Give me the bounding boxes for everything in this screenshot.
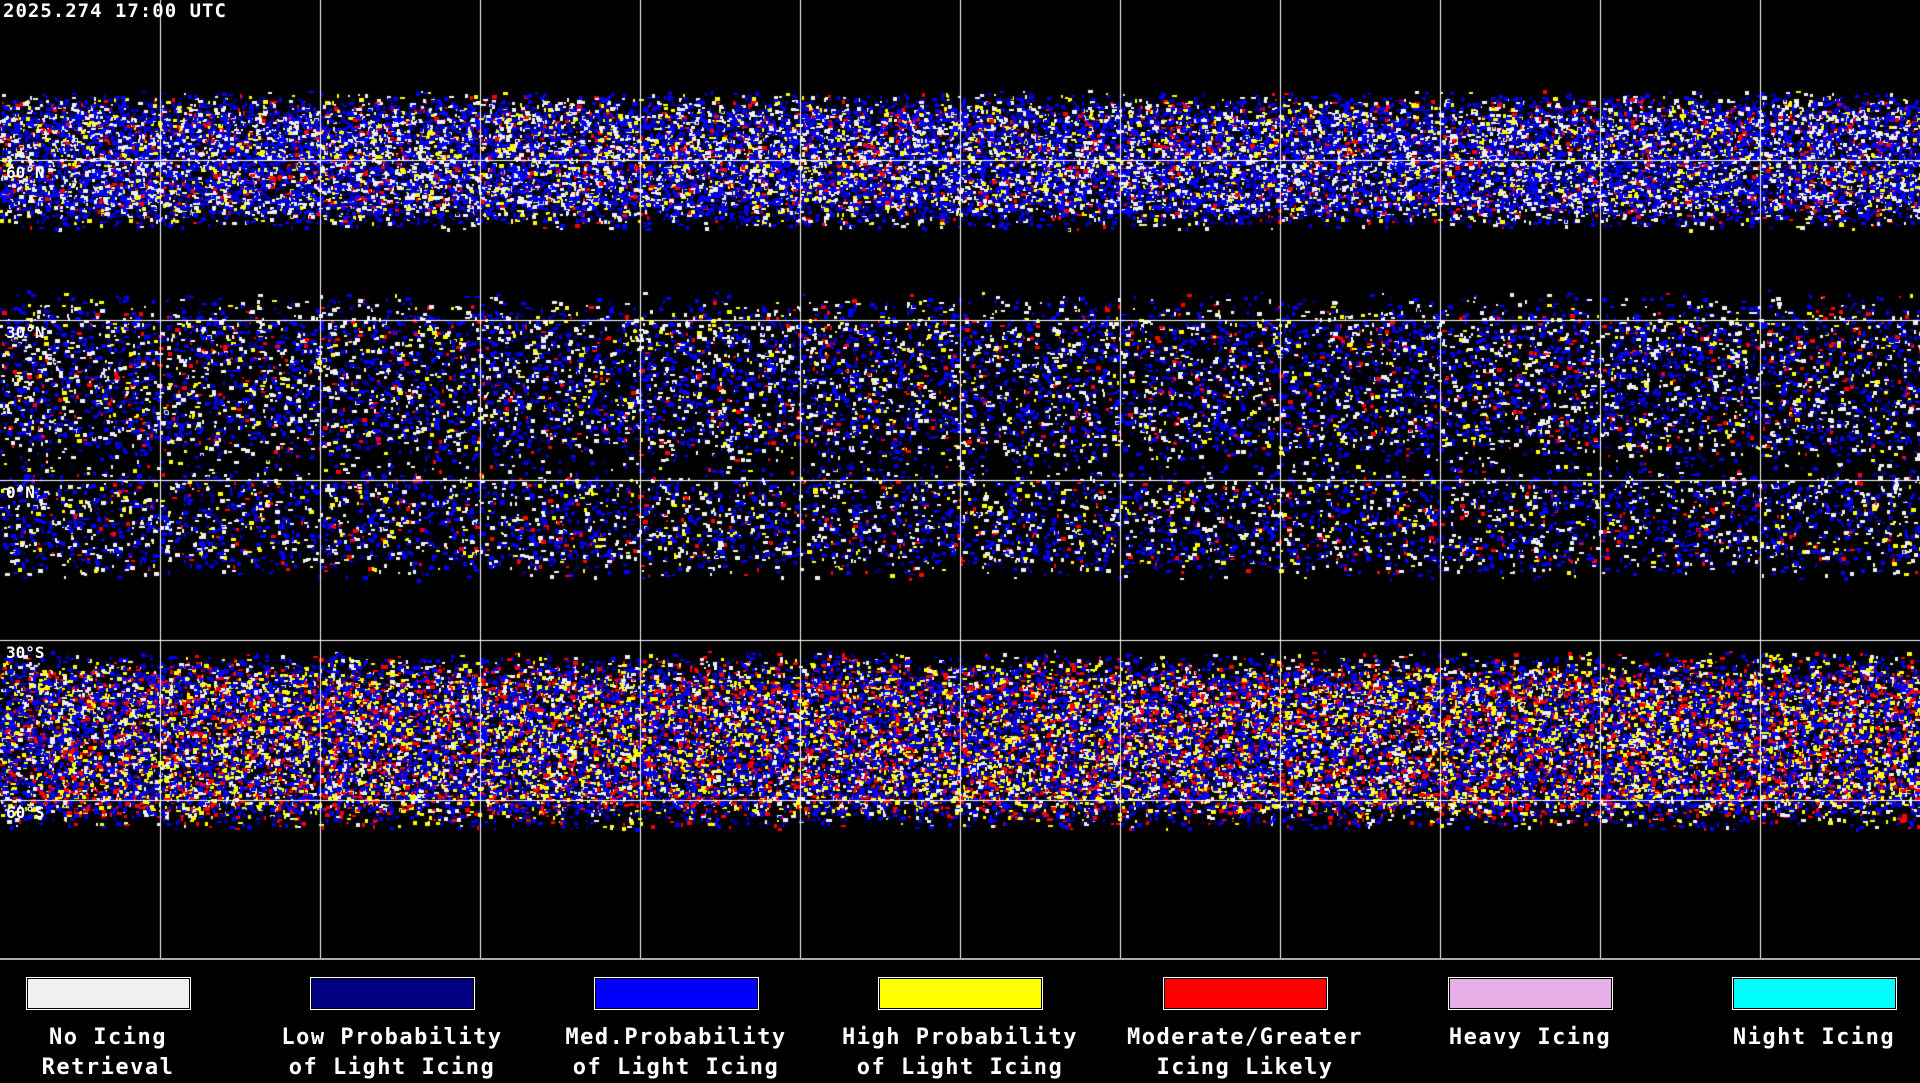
legend-label: Low Probability of Light Icing [281,1025,503,1080]
icing-map: 2025.274 17:00 UTC 60°N 30°N 0°N 30°S 60… [0,0,1920,960]
legend-item-night-icing: Night Icing [1672,977,1920,1053]
legend-label: Med.Probability of Light Icing [565,1025,787,1080]
legend-swatch [309,977,475,1010]
timestamp: 2025.274 17:00 UTC [3,0,227,22]
legend-item-no-icing: No Icing Retrieval [0,977,250,1083]
legend: No Icing Retrieval Low Probability of Li… [0,960,1920,1080]
icing-map-canvas [0,0,1920,958]
lat-label-0n: 0°N [6,483,35,502]
legend-swatch [877,977,1043,1010]
legend-label: High Probability of Light Icing [842,1025,1078,1080]
legend-item-high-probability: High Probability of Light Icing [818,977,1102,1083]
lat-label-30n: 30°N [6,323,45,342]
legend-label: Heavy Icing [1448,1025,1612,1050]
legend-label: No Icing Retrieval [41,1025,175,1080]
legend-label: Night Icing [1732,1025,1896,1050]
legend-item-med-probability: Med.Probability of Light Icing [534,977,818,1083]
legend-label: Moderate/Greater Icing Likely [1127,1025,1363,1080]
legend-item-heavy-icing: Heavy Icing [1388,977,1672,1053]
legend-swatch [25,977,191,1010]
legend-swatch [1162,977,1328,1010]
lat-label-60n: 60°N [6,163,45,182]
legend-swatch [1731,977,1897,1010]
legend-swatch [593,977,759,1010]
legend-swatch [1447,977,1613,1010]
legend-item-moderate-greater: Moderate/Greater Icing Likely [1103,977,1387,1083]
lat-label-30s: 30°S [6,643,45,662]
lat-label-60s: 60°S [6,803,45,822]
legend-item-low-probability: Low Probability of Light Icing [250,977,534,1083]
